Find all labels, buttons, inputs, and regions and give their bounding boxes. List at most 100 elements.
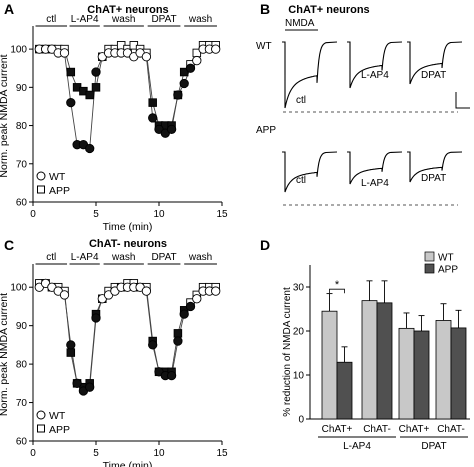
- data-point-wt: [211, 44, 221, 54]
- x-tick-label: 5: [93, 448, 99, 459]
- panel-letter-a: A: [4, 1, 14, 17]
- group-label: L-AP4: [343, 441, 371, 452]
- data-point-wt: [148, 113, 158, 123]
- data-point-app: [85, 90, 94, 100]
- y-tick-label: 100: [10, 283, 27, 294]
- epoch-label: ctl: [46, 14, 56, 25]
- data-point-wt: [66, 97, 76, 108]
- panel-b-title: ChAT+ neurons: [288, 4, 369, 16]
- trace-label: ctl: [296, 175, 306, 186]
- data-point-wt: [179, 78, 189, 89]
- current-trace: [407, 41, 463, 85]
- y-tick-label: 20: [293, 327, 305, 338]
- y-tick-label: 90: [16, 83, 28, 94]
- x-axis-label: Time (min): [103, 460, 153, 467]
- data-point-app: [91, 83, 101, 92]
- data-point-wt: [85, 382, 95, 392]
- trace-label: L-AP4: [361, 70, 389, 81]
- bar-wt: [361, 300, 378, 420]
- epoch-label: ctl: [46, 252, 56, 263]
- legend-marker-app: [37, 185, 45, 194]
- y-tick-label: 80: [16, 121, 28, 132]
- data-point-wt: [59, 48, 70, 58]
- bar-app: [376, 302, 393, 420]
- data-point-app: [173, 329, 183, 338]
- y-tick-label: 90: [16, 321, 28, 332]
- epoch-label: wash: [111, 252, 135, 263]
- stimulus-label: NMDA: [285, 18, 315, 29]
- bar-app: [413, 330, 430, 420]
- current-trace: [407, 151, 463, 183]
- y-tick-label: 100: [10, 45, 27, 56]
- legend-label-wt: WT: [438, 253, 454, 264]
- legend-label-app: APP: [49, 424, 70, 436]
- data-point-wt: [173, 336, 183, 346]
- current-trace: [282, 151, 338, 193]
- y-tick-label: 70: [16, 159, 28, 170]
- y-axis-label: Norm. peak NMDA current: [0, 54, 10, 177]
- current-trace: [282, 41, 338, 109]
- legend-swatch-app: [424, 263, 435, 274]
- data-point-wt: [148, 340, 158, 350]
- group-label: DPAT: [421, 441, 446, 452]
- category-label: ChAT-: [437, 424, 465, 435]
- legend-swatch-wt: [424, 251, 435, 262]
- legend-label-wt: WT: [49, 171, 66, 183]
- y-axis-label: Norm. peak NMDA current: [0, 293, 10, 416]
- x-tick-label: 15: [216, 209, 228, 220]
- epoch-label: L-AP4: [71, 14, 99, 25]
- current-trace: [347, 41, 403, 89]
- bar-wt: [321, 310, 338, 420]
- legend-label-app: APP: [438, 265, 458, 276]
- legend-label-app: APP: [49, 185, 70, 197]
- epoch-label: DPAT: [151, 14, 176, 25]
- data-point-app: [148, 98, 157, 107]
- trace-label: DPAT: [421, 173, 446, 184]
- y-axis-label: % reduction of NMDA current: [282, 287, 293, 417]
- panel-letter-c: C: [4, 237, 14, 253]
- trace-row-label: APP: [256, 125, 276, 136]
- data-point-wt: [166, 124, 177, 135]
- epoch-label: L-AP4: [71, 252, 99, 263]
- x-axis-label: Time (min): [103, 221, 153, 233]
- legend-marker-wt: [36, 171, 46, 181]
- trace-label: DPAT: [421, 70, 446, 81]
- data-point-wt: [192, 55, 202, 66]
- data-point-wt: [173, 90, 183, 100]
- y-tick-label: 10: [293, 371, 305, 382]
- bar-app: [336, 361, 353, 420]
- data-point-wt: [72, 378, 82, 388]
- epoch-label: wash: [188, 252, 212, 263]
- category-label: ChAT+: [322, 424, 353, 435]
- x-tick-label: 10: [153, 209, 165, 220]
- panel-b-traces: WT ctl L-AP4 DPAT APP ctl L-AP4 DPAT NMDA: [256, 18, 470, 206]
- data-point-wt: [185, 301, 196, 312]
- epoch-label: wash: [188, 14, 212, 25]
- trace-label: L-AP4: [361, 178, 389, 189]
- significance-marker: *: [335, 279, 340, 291]
- x-tick-label: 10: [153, 448, 165, 459]
- epoch-label: DPAT: [151, 252, 176, 263]
- x-tick-label: 15: [216, 448, 228, 459]
- epoch-label: wash: [111, 14, 135, 25]
- bar-wt: [398, 327, 415, 420]
- panel-c-chart: 60 70 80 90 100 0 5 10 15 Time (min) Norm. peak NM…: [0, 252, 228, 467]
- panel-letter-b: B: [260, 1, 270, 17]
- data-point-wt: [66, 340, 76, 350]
- y-tick-label: 60: [16, 198, 28, 209]
- legend-marker-app: [37, 424, 45, 433]
- data-point-wt: [141, 286, 152, 296]
- x-tick-label: 0: [30, 448, 36, 459]
- trace-row-label: WT: [256, 41, 272, 52]
- data-point-wt: [192, 294, 202, 304]
- y-tick-label: 70: [16, 398, 28, 409]
- data-point-wt: [85, 143, 95, 154]
- data-point-wt: [166, 370, 177, 381]
- y-tick-label: 30: [293, 283, 305, 294]
- category-label: ChAT+: [399, 424, 430, 435]
- bar-app: [450, 327, 467, 420]
- panel-a-title: ChAT+ neurons: [87, 4, 168, 16]
- data-point-app: [66, 67, 76, 77]
- data-point-wt: [91, 67, 101, 77]
